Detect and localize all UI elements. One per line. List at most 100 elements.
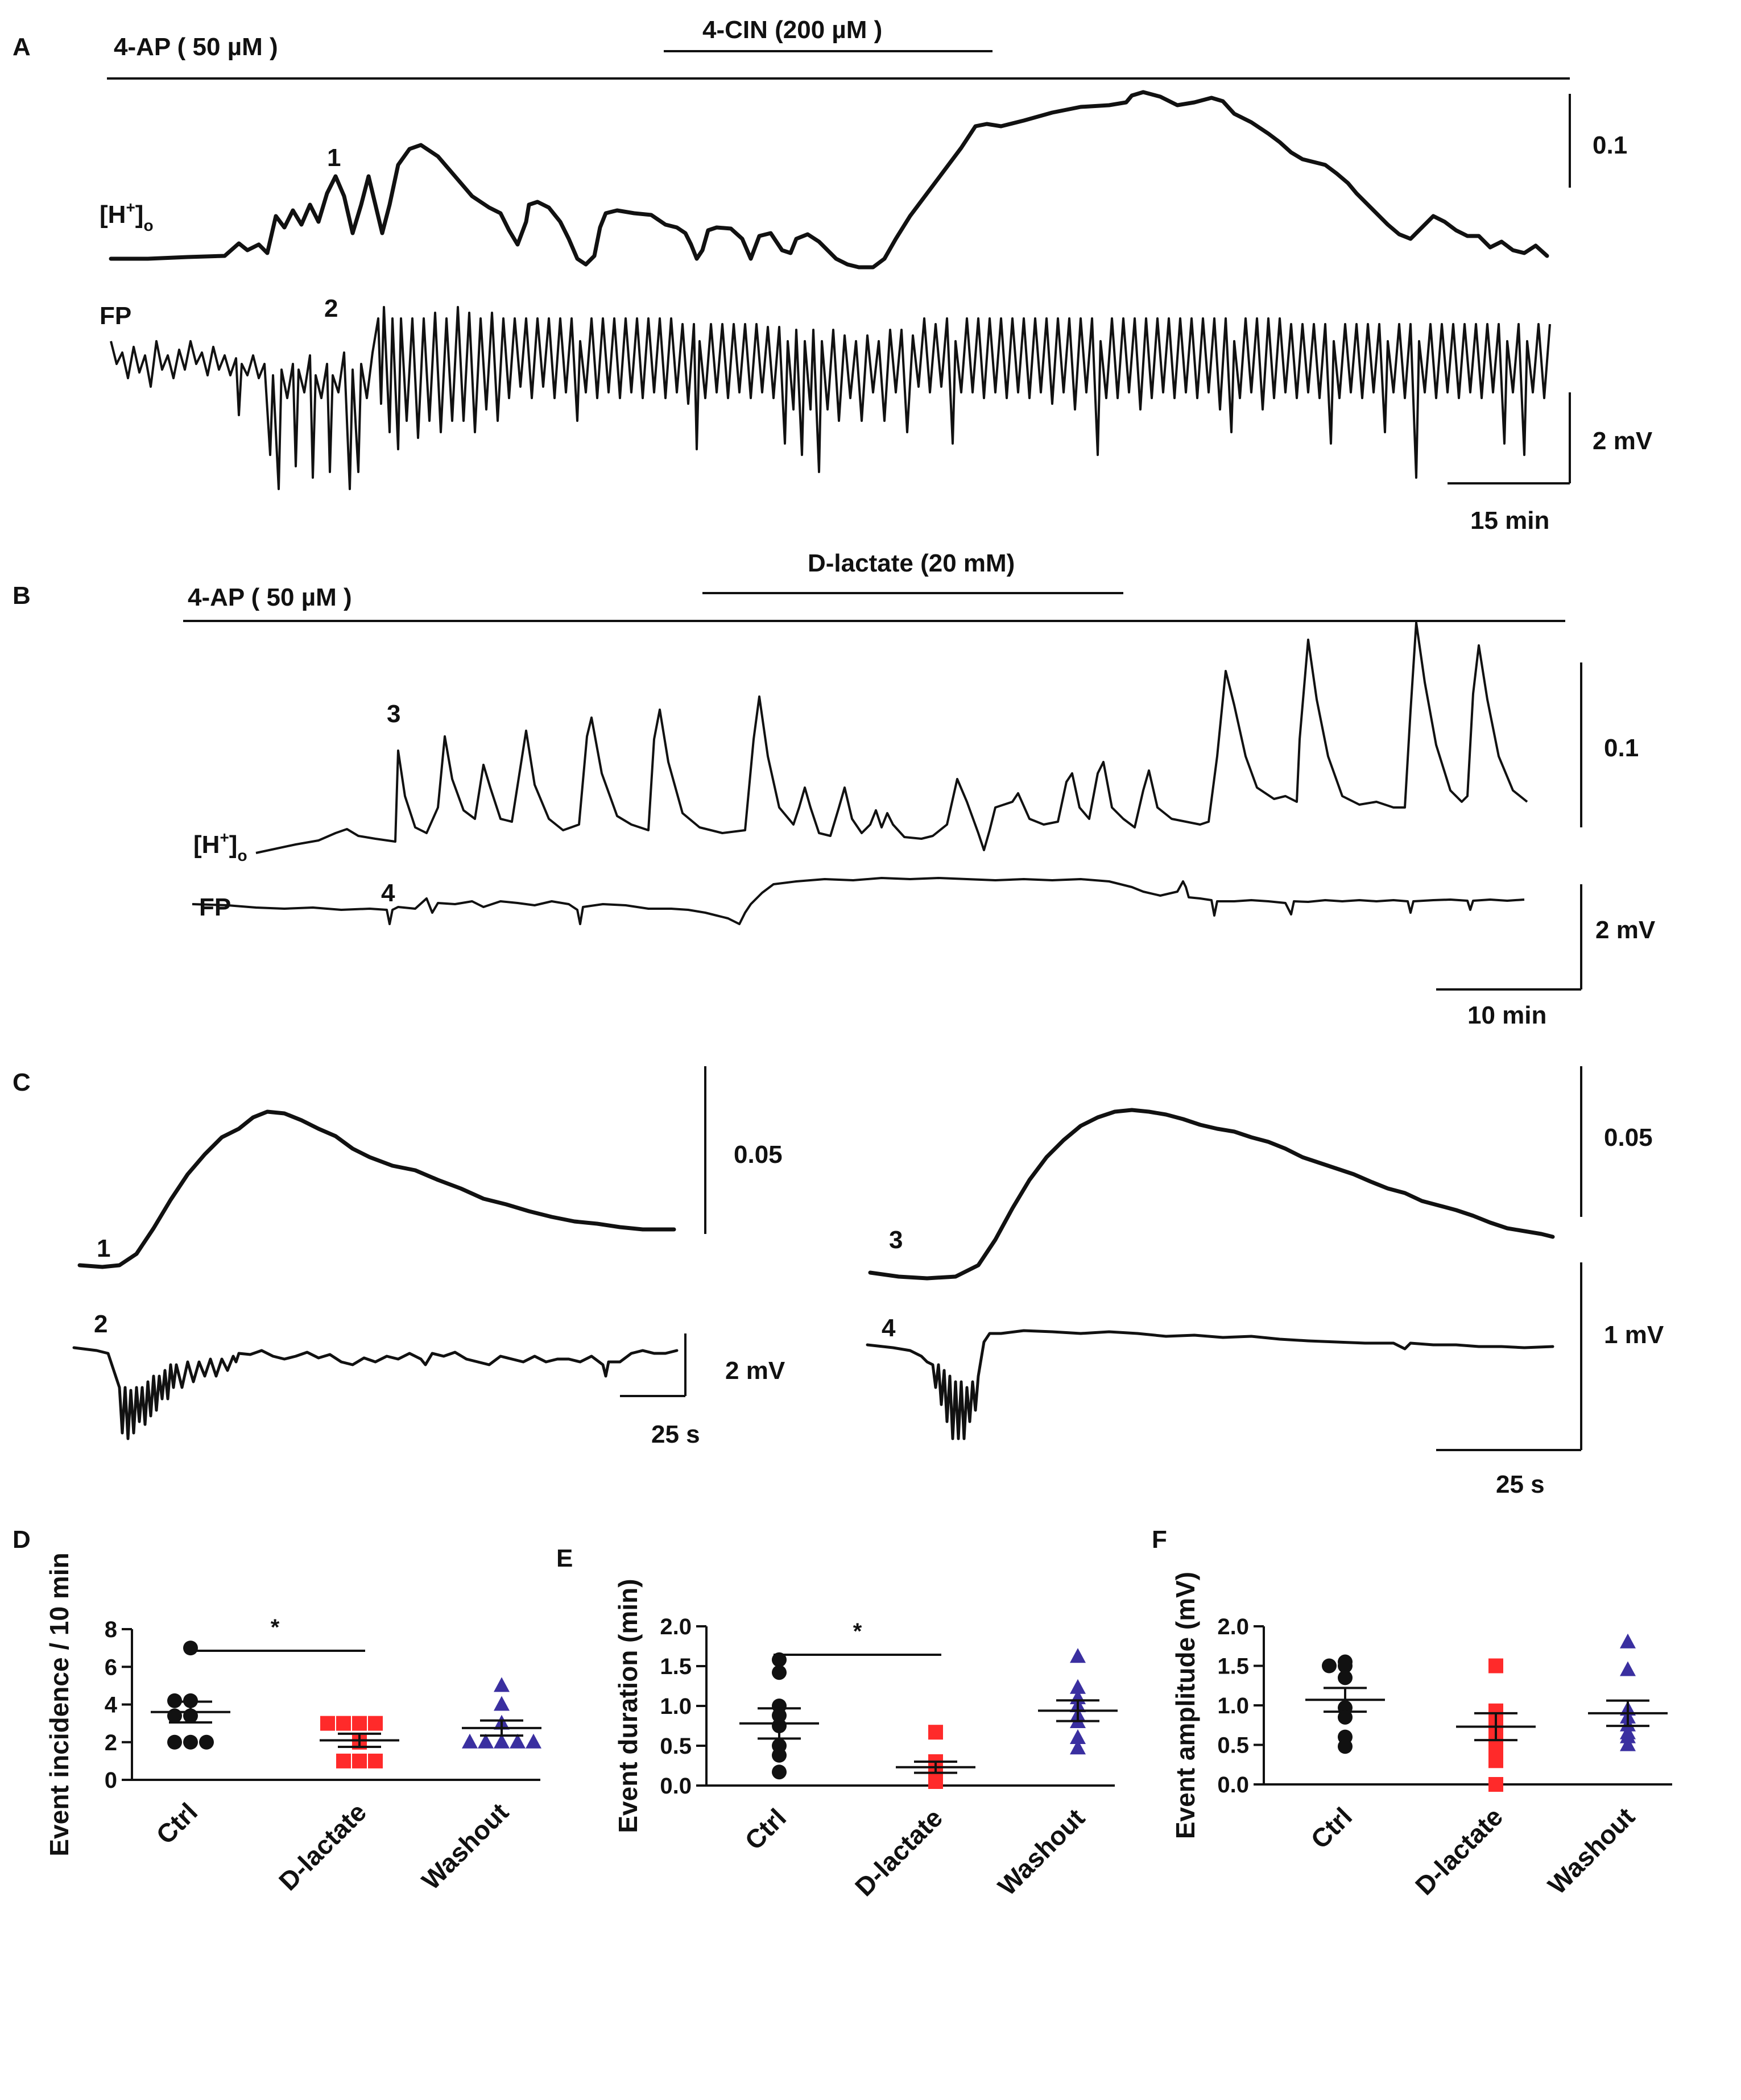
panel-d-point-dlactate [368, 1716, 383, 1731]
panel-e-point-dlactate [928, 1774, 943, 1789]
panel-a-scale-fp-label: 2 mV [1593, 427, 1653, 455]
panel-c-right-scale-fp-label: 1 mV [1604, 1321, 1664, 1349]
panel-d-point-washout [494, 1677, 510, 1692]
panel-f-point-washout [1620, 1728, 1636, 1743]
panel-d-point-dlactate [368, 1753, 383, 1768]
panel-a-marker-2: 2 [324, 295, 338, 322]
panel-d-point-dlactate [336, 1716, 351, 1731]
panel-d-point-washout [494, 1696, 510, 1711]
panel-e-ytick-label: 2.0 [660, 1614, 692, 1639]
panel-d-ytick-label: 8 [105, 1617, 117, 1642]
panel-f: F 0.0 0.5 1.0 1.5 2.0 Event amplitude (mV) Ctr… [1152, 1526, 1672, 1900]
panel-b-marker-3: 3 [387, 700, 400, 728]
panel-e-xtick-label: D-lactate [849, 1803, 948, 1902]
panel-f-point-ctrl [1338, 1658, 1353, 1674]
panel-b: B 4-AP ( 50 µM ) D-lactate (20 mM) [H+]o… [13, 549, 1656, 1029]
panel-e-ytick-label: 0.0 [660, 1774, 692, 1799]
panel-b-drug-dlactate: D-lactate (20 mM) [808, 549, 1015, 577]
panel-d-ytick-label: 6 [105, 1655, 117, 1680]
panel-c-right-fp-trace [866, 1329, 1554, 1440]
panel-d-point-dlactate [336, 1753, 351, 1768]
panel-a-marker-1: 1 [327, 144, 341, 172]
panel-d-point-ctrl [167, 1734, 182, 1750]
chart-f: 0.0 0.5 1.0 1.5 2.0 Event amplitude (mV) Ctrl D… [1171, 1572, 1672, 1900]
panel-d-point-ctrl [183, 1641, 198, 1656]
panel-b-h-trace [255, 622, 1528, 854]
panel-c-left-marker-1: 1 [97, 1235, 110, 1262]
panel-d-xtick-label: Ctrl [150, 1797, 203, 1850]
panel-e-point-ctrl [772, 1652, 787, 1667]
panel-a-drug-4ap: 4-AP ( 50 µM ) [114, 33, 278, 61]
panel-b-scale-h-label: 0.1 [1604, 734, 1639, 762]
panel-e-xtick-label: Washout [992, 1803, 1090, 1901]
panel-a-h-label: [H+]o [100, 198, 154, 234]
panel-d-xtick-label: D-lactate [273, 1797, 372, 1896]
panel-e-xtick-label: Ctrl [739, 1803, 792, 1855]
panel-d-point-washout [510, 1733, 526, 1749]
chart-d: 0 2 4 6 8 Event incidence / 10 min Ctrl D-lacta… [44, 1552, 541, 1896]
panel-e-ylabel: Event duration (min) [613, 1579, 643, 1833]
panel-f-point-ctrl [1338, 1739, 1353, 1754]
panel-a-drug-4cin: 4-CIN (200 µM ) [702, 16, 882, 44]
panel-b-scale-fp-label: 2 mV [1595, 916, 1656, 944]
panel-c: C 1 2 0.05 2 mV 25 s 3 4 0.05 1 mV 25 s [13, 1066, 1664, 1498]
panel-f-ytick-label: 1.5 [1217, 1654, 1249, 1679]
panel-f-point-ctrl [1338, 1709, 1353, 1725]
panel-e-point-washout [1070, 1739, 1086, 1755]
panel-f-point-washout [1620, 1661, 1636, 1676]
panel-d-ytick-label: 4 [105, 1693, 118, 1718]
panel-d-point-dlactate [352, 1716, 367, 1731]
panel-c-left-marker-2: 2 [94, 1310, 107, 1338]
panel-d: D 0 2 4 6 8 Event incidence / 10 min Ctrl D-lac… [13, 1526, 541, 1896]
panel-c-left-scale-fp-label: 2 mV [725, 1357, 785, 1385]
panel-f-ytick-label: 0.5 [1217, 1733, 1249, 1758]
panel-f-xtick-label: Ctrl [1305, 1801, 1358, 1854]
panel-e-point-ctrl [772, 1747, 787, 1763]
panel-d-point-washout [494, 1733, 510, 1749]
panel-f-point-ctrl [1338, 1670, 1353, 1685]
panel-a: A 4-AP ( 50 µM ) 4-CIN (200 µM ) [H+]o 1… [13, 16, 1653, 535]
panel-e-point-washout [1070, 1729, 1086, 1744]
panel-d-point-washout [526, 1733, 541, 1749]
panel-e-ytick-label: 1.5 [660, 1654, 692, 1679]
panel-a-letter: A [13, 33, 31, 61]
panel-e-point-ctrl [772, 1765, 787, 1780]
panel-b-letter: B [13, 582, 31, 610]
panel-d-letter: D [13, 1526, 31, 1554]
panel-d-xtick-label: Washout [416, 1797, 514, 1895]
panel-f-letter: F [1152, 1526, 1167, 1554]
panel-d-ytick-label: 0 [105, 1768, 117, 1793]
panel-b-h-label: [H+]o [193, 829, 247, 864]
panel-a-h-trace [109, 90, 1549, 270]
panel-c-right-scale-h-label: 0.05 [1604, 1124, 1653, 1152]
panel-d-point-ctrl [167, 1708, 182, 1724]
panel-f-point-dlactate [1488, 1658, 1503, 1674]
panel-a-fp-label: FP [100, 302, 131, 330]
panel-d-point-dlactate [352, 1753, 367, 1768]
panel-c-left-fp-trace [72, 1346, 679, 1440]
panel-c-left-h-trace [77, 1109, 676, 1269]
panel-e-point-ctrl [772, 1665, 787, 1680]
panel-f-point-washout [1620, 1736, 1636, 1751]
panel-d-ylabel: Event incidence / 10 min [44, 1552, 74, 1856]
panel-c-right-scale-time-label: 25 s [1496, 1471, 1545, 1498]
panel-f-ylabel: Event amplitude (mV) [1171, 1572, 1200, 1839]
panel-f-ytick-label: 1.0 [1217, 1693, 1249, 1718]
panel-c-right-marker-3: 3 [889, 1226, 903, 1254]
panel-a-scale-h-label: 0.1 [1593, 131, 1627, 159]
panel-d-point-ctrl [199, 1734, 214, 1750]
panel-e-point-washout [1070, 1679, 1086, 1694]
panel-f-ytick-label: 2.0 [1217, 1614, 1249, 1639]
panel-c-left-scale-time-label: 25 s [651, 1420, 700, 1448]
panel-a-scale-time-label: 15 min [1470, 507, 1549, 535]
panel-d-point-dlactate [320, 1716, 335, 1731]
panel-e-sig-star: * [853, 1619, 862, 1644]
panel-e-ytick-label: 0.5 [660, 1734, 692, 1759]
panel-e: E 0.0 0.5 1.0 1.5 2.0 Event duration (min) Ctr… [556, 1544, 1118, 1902]
panel-e-letter: E [556, 1544, 573, 1572]
panel-b-scale-time-label: 10 min [1467, 1001, 1546, 1029]
panel-a-fp-trace [110, 306, 1551, 490]
panel-d-point-washout [462, 1733, 478, 1749]
panel-b-drug-4ap: 4-AP ( 50 µM ) [188, 583, 352, 611]
